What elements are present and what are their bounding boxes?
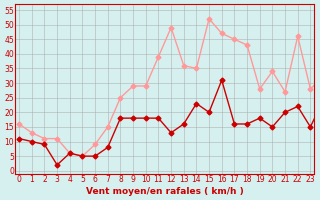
X-axis label: Vent moyen/en rafales ( km/h ): Vent moyen/en rafales ( km/h ) <box>86 187 244 196</box>
